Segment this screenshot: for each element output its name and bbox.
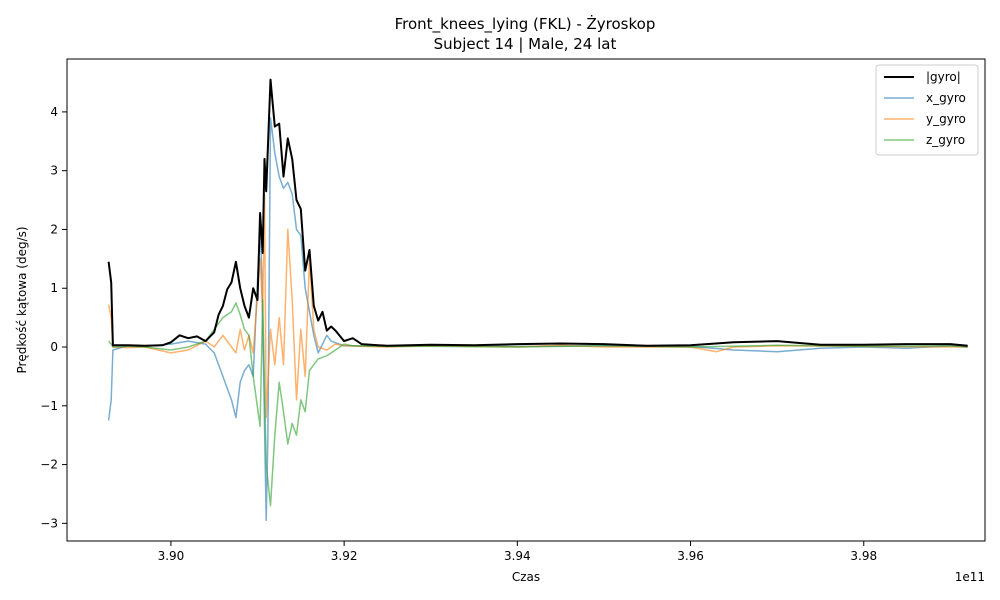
x-axis-offset-label: 1e11 [955,570,985,584]
x-tick-label: 3.98 [850,549,877,563]
legend-label: x_gyro [926,91,966,105]
legend-items: |gyro| x_gyro y_gyro z_gyro [884,70,966,147]
y-tick-label: 4 [50,105,58,119]
chart-title: Front_knees_lying (FKL) - Żyroskop [395,14,656,34]
y-tick-label: −2 [40,458,58,472]
legend-label: z_gyro [926,133,965,147]
y-tick-label: 1 [50,281,58,295]
y-tick-label: −1 [40,399,58,413]
legend-label: |gyro| [926,70,961,84]
y-tick-label: 0 [50,340,58,354]
plot-area [66,58,986,542]
y-tick-label: −3 [40,516,58,530]
y-axis-ticks: −3 −2 −1 0 1 2 3 4 [40,105,67,530]
chart-subtitle: Subject 14 | Male, 24 lat [434,35,617,53]
y-tick-label: 3 [50,164,58,178]
x-axis-label: Czas [512,570,540,584]
x-tick-label: 3.96 [677,549,704,563]
x-axis-ticks: 3.90 3.92 3.94 3.96 3.98 [158,541,877,563]
legend-label: y_gyro [926,112,966,126]
series-line-gyro [107,78,968,347]
legend-box [875,64,979,156]
legend: |gyro| x_gyro y_gyro z_gyro [875,64,979,156]
y-axis-label: Prędkość kątowa (deg/s) [15,226,29,373]
plot-frame [66,58,986,542]
series-line-x_gyro [107,117,968,522]
x-tick-label: 3.94 [504,549,531,563]
x-tick-label: 3.90 [158,549,185,563]
series-layer [107,78,968,522]
x-tick-label: 3.92 [331,549,358,563]
y-tick-label: 2 [50,222,58,236]
